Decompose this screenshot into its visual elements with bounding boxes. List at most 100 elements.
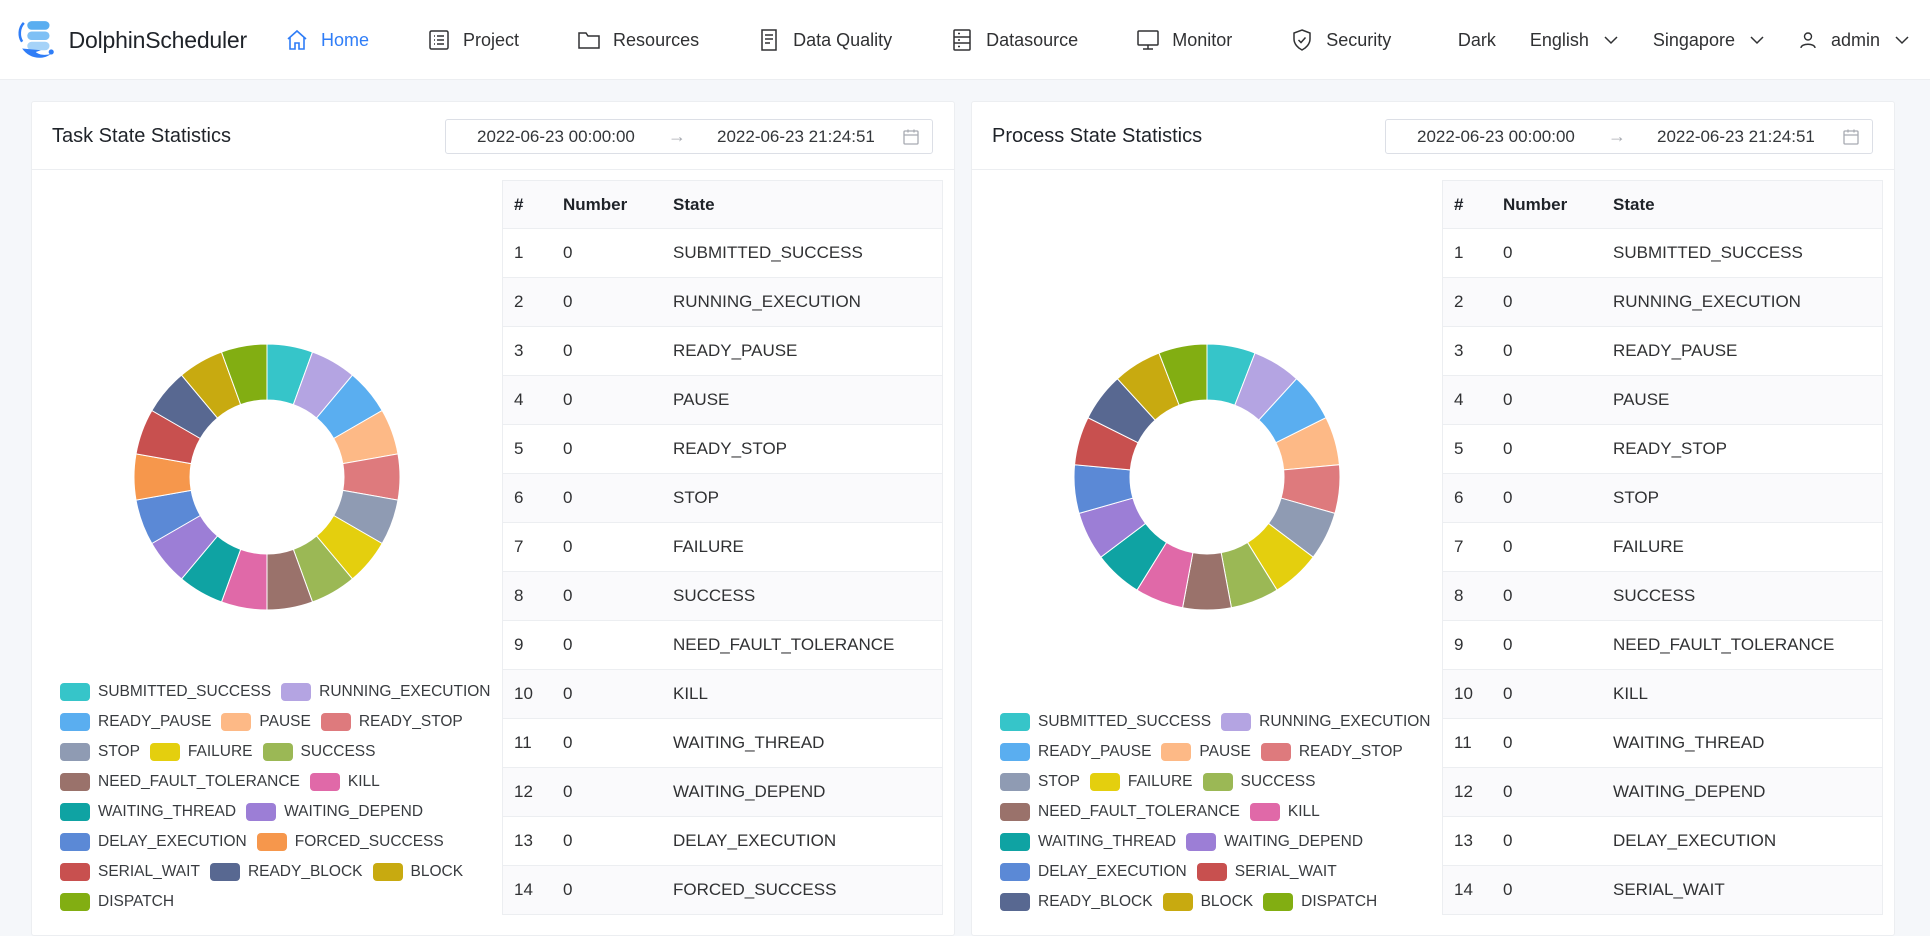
legend-swatch xyxy=(1221,713,1252,731)
legend-item-kill[interactable]: KILL xyxy=(309,773,380,791)
legend-item-waiting-thread[interactable]: WAITING_THREAD xyxy=(60,803,236,821)
table-cell-no: 3 xyxy=(514,341,524,360)
legend-label: SUBMITTED_SUCCESS xyxy=(98,683,272,700)
table-cell-state: SUCCESS xyxy=(1613,586,1696,605)
legend-item-forced-success[interactable]: FORCED_SUCCESS xyxy=(256,833,444,851)
table-cell-number: 0 xyxy=(1503,782,1513,801)
nav-project[interactable]: Project xyxy=(427,0,519,80)
process-card-title: Process State Statistics xyxy=(992,125,1203,147)
legend-item-success[interactable]: SUCCESS xyxy=(1202,773,1315,791)
legend-label: READY_BLOCK xyxy=(247,863,363,880)
legend-item-ready-pause[interactable]: READY_PAUSE xyxy=(60,713,211,731)
table-row: 10 0 KILL xyxy=(503,670,942,719)
task-end-date[interactable]: 2022-06-23 21:24:51 xyxy=(717,127,875,146)
legend-item-dispatch[interactable]: DISPATCH xyxy=(1263,893,1377,911)
legend-item-ready-stop[interactable]: READY_STOP xyxy=(1260,743,1403,761)
timezone-dropdown[interactable]: Singapore xyxy=(1653,30,1765,51)
task-state-card: Task State Statistics 2022-06-23 00:00:0… xyxy=(31,101,955,936)
table-cell-number: 0 xyxy=(563,635,573,654)
legend-item-failure[interactable]: FAILURE xyxy=(149,743,253,761)
language-dropdown[interactable]: English xyxy=(1530,30,1619,51)
legend-swatch xyxy=(372,863,403,881)
legend-item-waiting-depend[interactable]: WAITING_DEPEND xyxy=(246,803,423,821)
legend-item-stop[interactable]: STOP xyxy=(60,743,140,761)
table-cell-number: 0 xyxy=(1503,733,1513,752)
nav-data-quality[interactable]: Data Quality xyxy=(757,0,892,80)
table-cell-state: PAUSE xyxy=(673,390,730,409)
folder-icon xyxy=(578,32,600,49)
legend-item-stop[interactable]: STOP xyxy=(1000,773,1080,791)
legend-item-submitted-success[interactable]: SUBMITTED_SUCCESS xyxy=(60,683,271,701)
legend-item-serial-wait[interactable]: SERIAL_WAIT xyxy=(1196,863,1337,881)
process-donut-chart xyxy=(1073,343,1341,611)
table-cell-number: 0 xyxy=(563,341,573,360)
legend-swatch xyxy=(60,893,90,911)
task-date-range-picker[interactable]: 2022-06-23 00:00:00 → 2022-06-23 21:24:5… xyxy=(445,119,933,154)
legend-item-ready-pause[interactable]: READY_PAUSE xyxy=(1000,743,1151,761)
table-row: 6 0 STOP xyxy=(1443,474,1882,523)
legend-swatch xyxy=(1000,713,1030,731)
theme-toggle[interactable]: Dark xyxy=(1458,30,1496,51)
table-cell-state: WAITING_THREAD xyxy=(1613,733,1765,752)
legend-item-block[interactable]: BLOCK xyxy=(372,863,463,881)
legend-item-pause[interactable]: PAUSE xyxy=(221,713,311,731)
legend-item-need-fault-tolerance[interactable]: NEED_FAULT_TOLERANCE xyxy=(1000,803,1240,821)
legend-swatch xyxy=(60,713,90,731)
header-right: Dark English Singapore admin xyxy=(1424,0,1910,80)
table-cell-state: SERIAL_WAIT xyxy=(1613,880,1725,899)
table-cell-no: 5 xyxy=(1454,439,1464,458)
nav-datasource[interactable]: Datasource xyxy=(950,0,1078,80)
nav-security[interactable]: Security xyxy=(1290,0,1391,80)
legend-item-need-fault-tolerance[interactable]: NEED_FAULT_TOLERANCE xyxy=(60,773,300,791)
slice-dispatch[interactable] xyxy=(1158,343,1208,406)
user-dropdown[interactable]: admin xyxy=(1799,30,1910,51)
legend-label: SERIAL_WAIT xyxy=(1234,863,1337,880)
legend-item-block[interactable]: BLOCK xyxy=(1162,893,1253,911)
table-cell-number: 0 xyxy=(1503,831,1513,850)
nav-home[interactable]: Home xyxy=(285,0,369,80)
legend-label: STOP xyxy=(98,743,140,760)
legend-item-ready-block[interactable]: READY_BLOCK xyxy=(209,863,363,881)
legend-item-serial-wait[interactable]: SERIAL_WAIT xyxy=(60,863,200,881)
legend-row: DISPATCH xyxy=(60,892,184,912)
legend-label: PAUSE xyxy=(1199,743,1251,760)
legend-row: DELAY_EXECUTION SERIAL_WAIT xyxy=(1000,862,1347,882)
legend-swatch xyxy=(320,713,351,731)
table-cell-state: SUBMITTED_SUCCESS xyxy=(1613,243,1803,262)
nav-monitor[interactable]: Monitor xyxy=(1136,0,1232,80)
legend-item-running-execution[interactable]: RUNNING_EXECUTION xyxy=(1221,713,1431,731)
legend-swatch xyxy=(1161,743,1192,761)
legend-item-delay-execution[interactable]: DELAY_EXECUTION xyxy=(1000,863,1187,881)
legend-item-delay-execution[interactable]: DELAY_EXECUTION xyxy=(60,833,247,851)
legend-item-success[interactable]: SUCCESS xyxy=(262,743,375,761)
table-cell-number: 0 xyxy=(563,586,573,605)
process-start-date[interactable]: 2022-06-23 00:00:00 xyxy=(1417,127,1575,146)
legend-item-dispatch[interactable]: DISPATCH xyxy=(60,893,174,911)
calendar-icon[interactable] xyxy=(902,128,920,146)
column-header: Number xyxy=(1503,194,1568,214)
table-cell-state: FAILURE xyxy=(673,537,744,556)
legend-item-pause[interactable]: PAUSE xyxy=(1161,743,1251,761)
legend-item-ready-block[interactable]: READY_BLOCK xyxy=(1000,893,1153,911)
table-cell-state: SUCCESS xyxy=(673,586,756,605)
app-logo[interactable]: DolphinScheduler xyxy=(17,14,247,66)
nav-resources[interactable]: Resources xyxy=(577,0,699,80)
table-cell-state: SUBMITTED_SUCCESS xyxy=(673,243,863,262)
legend-item-ready-stop[interactable]: READY_STOP xyxy=(320,713,463,731)
calendar-icon[interactable] xyxy=(1842,128,1860,146)
legend-swatch xyxy=(60,743,90,761)
legend-item-kill[interactable]: KILL xyxy=(1249,803,1320,821)
table-row: 7 0 FAILURE xyxy=(1443,523,1882,572)
slice-dispatch[interactable] xyxy=(220,343,268,406)
task-start-date[interactable]: 2022-06-23 00:00:00 xyxy=(477,127,635,146)
legend-swatch xyxy=(60,833,90,851)
process-end-date[interactable]: 2022-06-23 21:24:51 xyxy=(1657,127,1815,146)
legend-item-submitted-success[interactable]: SUBMITTED_SUCCESS xyxy=(1000,713,1211,731)
legend-item-failure[interactable]: FAILURE xyxy=(1089,773,1193,791)
legend-item-running-execution[interactable]: RUNNING_EXECUTION xyxy=(281,683,491,701)
legend-item-waiting-thread[interactable]: WAITING_THREAD xyxy=(1000,833,1176,851)
process-date-range-picker[interactable]: 2022-06-23 00:00:00 → 2022-06-23 21:24:5… xyxy=(1385,119,1873,154)
user-icon xyxy=(1800,32,1816,49)
table-cell-no: 7 xyxy=(514,537,524,556)
legend-item-waiting-depend[interactable]: WAITING_DEPEND xyxy=(1186,833,1363,851)
